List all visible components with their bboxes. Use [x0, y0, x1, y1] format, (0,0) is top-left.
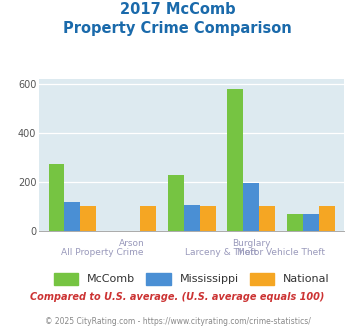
Text: Larceny & Theft: Larceny & Theft	[185, 248, 258, 257]
Text: Arson: Arson	[119, 239, 145, 248]
Bar	[259, 206, 275, 231]
Bar	[49, 164, 65, 231]
Bar	[140, 206, 156, 231]
Bar	[287, 214, 303, 231]
Bar	[228, 89, 244, 231]
Bar	[303, 214, 319, 231]
Bar	[244, 183, 259, 231]
Text: Property Crime Comparison: Property Crime Comparison	[63, 21, 292, 36]
Bar	[80, 206, 96, 231]
Text: 2017 McComb: 2017 McComb	[120, 2, 235, 16]
Text: Compared to U.S. average. (U.S. average equals 100): Compared to U.S. average. (U.S. average …	[30, 292, 325, 302]
Legend: McComb, Mississippi, National: McComb, Mississippi, National	[49, 268, 334, 289]
Bar	[65, 202, 80, 231]
Bar	[168, 175, 184, 231]
Text: Motor Vehicle Theft: Motor Vehicle Theft	[237, 248, 325, 257]
Text: Burglary: Burglary	[232, 239, 271, 248]
Bar	[200, 206, 215, 231]
Bar	[184, 205, 200, 231]
Text: © 2025 CityRating.com - https://www.cityrating.com/crime-statistics/: © 2025 CityRating.com - https://www.city…	[45, 317, 310, 326]
Bar	[319, 206, 335, 231]
Text: All Property Crime: All Property Crime	[61, 248, 143, 257]
